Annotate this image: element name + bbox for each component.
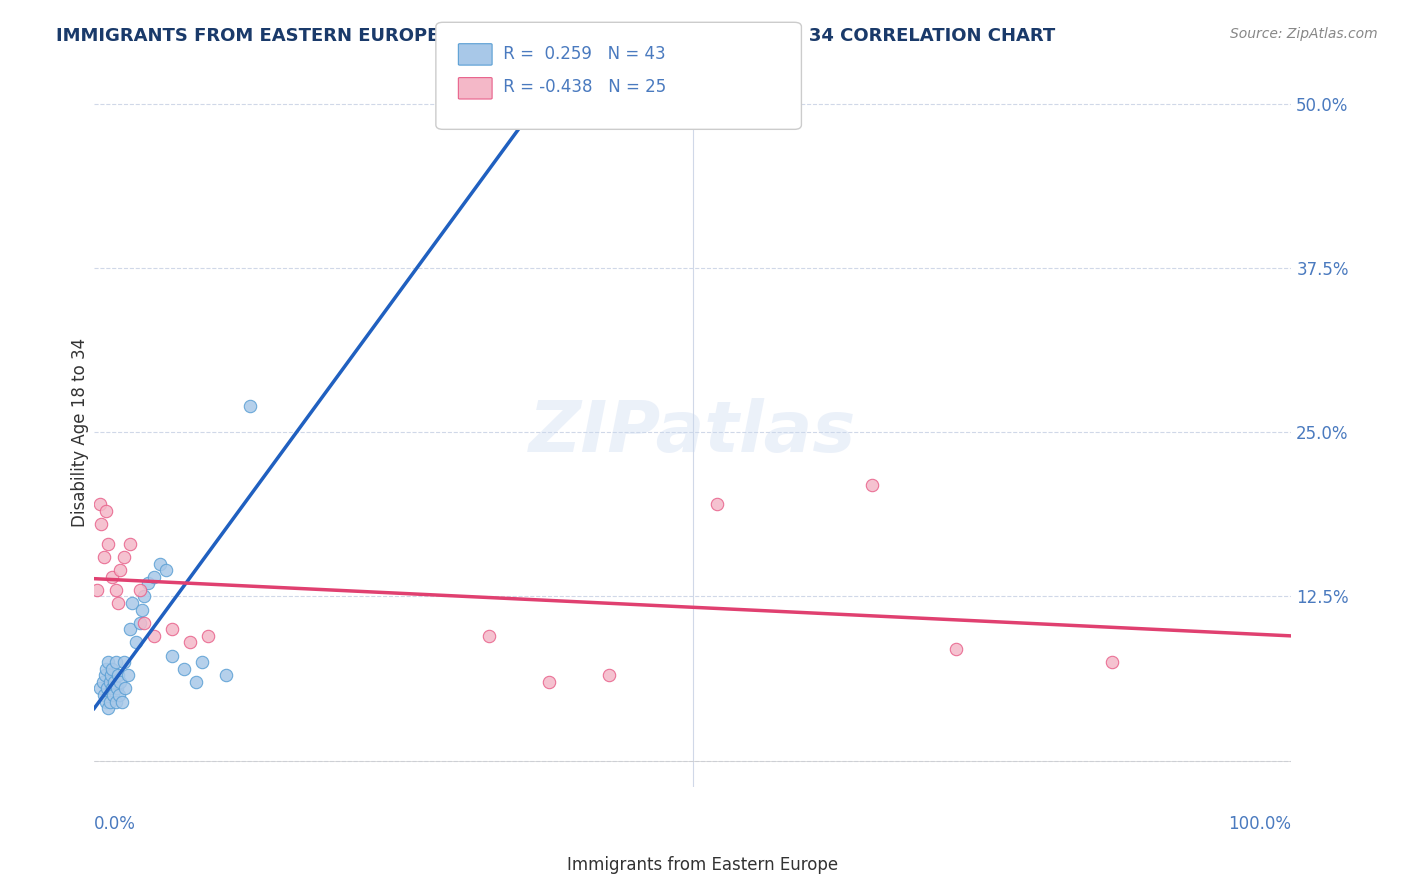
Point — [114, 681, 136, 696]
Point — [160, 622, 183, 636]
Point — [93, 549, 115, 564]
Point — [86, 582, 108, 597]
Text: 100.0%: 100.0% — [1229, 815, 1291, 833]
Point — [98, 694, 121, 708]
Point — [105, 681, 128, 696]
Point — [860, 477, 883, 491]
Point — [104, 694, 127, 708]
Point — [160, 648, 183, 663]
Text: R = -0.438   N = 25: R = -0.438 N = 25 — [498, 78, 666, 96]
Point — [117, 668, 139, 682]
Point — [91, 674, 114, 689]
Point — [108, 688, 131, 702]
Point — [104, 582, 127, 597]
Point — [110, 674, 132, 689]
Point — [100, 668, 122, 682]
Point — [103, 674, 125, 689]
Point — [134, 615, 156, 630]
Text: Source: ZipAtlas.com: Source: ZipAtlas.com — [1230, 27, 1378, 41]
Point — [96, 681, 118, 696]
Point — [94, 668, 117, 682]
Point — [89, 498, 111, 512]
Point — [136, 576, 159, 591]
Point — [94, 662, 117, 676]
Point — [478, 110, 501, 124]
Point — [101, 662, 124, 676]
Point — [90, 517, 112, 532]
Point — [112, 655, 135, 669]
Point — [1101, 655, 1123, 669]
Text: R =  0.259   N = 43: R = 0.259 N = 43 — [498, 45, 665, 62]
Point — [191, 655, 214, 669]
Point — [128, 615, 150, 630]
Point — [134, 590, 156, 604]
Text: Immigrants from Eastern Europe: Immigrants from Eastern Europe — [568, 856, 838, 874]
Point — [110, 563, 132, 577]
Point — [101, 570, 124, 584]
Point — [94, 694, 117, 708]
Point — [104, 655, 127, 669]
Y-axis label: Disability Age 18 to 34: Disability Age 18 to 34 — [72, 337, 89, 527]
Point — [97, 655, 120, 669]
Point — [215, 668, 238, 682]
Point — [98, 674, 121, 689]
Point — [101, 681, 124, 696]
Point — [94, 504, 117, 518]
Point — [478, 629, 501, 643]
Point — [107, 596, 129, 610]
Point — [197, 629, 219, 643]
Point — [143, 629, 166, 643]
Point — [121, 596, 143, 610]
Point — [125, 635, 148, 649]
Point — [179, 635, 201, 649]
Text: ZIPatlas: ZIPatlas — [529, 398, 856, 467]
Point — [93, 688, 115, 702]
Point — [107, 668, 129, 682]
Text: IMMIGRANTS FROM EASTERN EUROPE VS COLVILLE DISABILITY AGE 18 TO 34 CORRELATION C: IMMIGRANTS FROM EASTERN EUROPE VS COLVIL… — [56, 27, 1056, 45]
Point — [538, 674, 561, 689]
Point — [143, 570, 166, 584]
Point — [131, 602, 153, 616]
Point — [97, 537, 120, 551]
Point — [118, 537, 141, 551]
Point — [118, 622, 141, 636]
Point — [112, 549, 135, 564]
Point — [89, 681, 111, 696]
Point — [155, 563, 177, 577]
Text: 0.0%: 0.0% — [94, 815, 136, 833]
Point — [945, 642, 967, 657]
Point — [184, 674, 207, 689]
Point — [706, 498, 728, 512]
Point — [103, 688, 125, 702]
Point — [239, 399, 262, 413]
Point — [149, 557, 172, 571]
Point — [128, 582, 150, 597]
Point — [173, 662, 195, 676]
Point — [111, 694, 134, 708]
Point — [598, 668, 620, 682]
Point — [97, 701, 120, 715]
